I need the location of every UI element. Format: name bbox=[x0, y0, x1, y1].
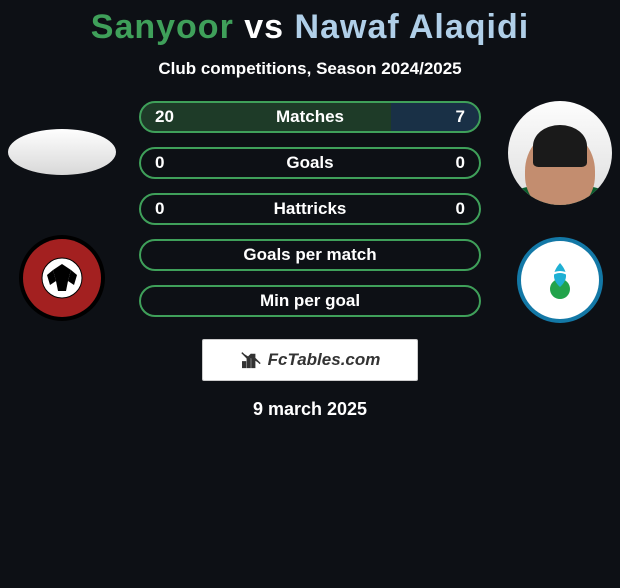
stat-value-right: 0 bbox=[456, 153, 465, 173]
stat-value-left: 0 bbox=[155, 199, 164, 219]
stat-value-left: 0 bbox=[155, 153, 164, 173]
right-column bbox=[508, 101, 612, 323]
player1-photo bbox=[8, 129, 116, 175]
vs-text: vs bbox=[244, 8, 284, 46]
page-title: Sanyoor vs Nawaf Alaqidi bbox=[0, 8, 620, 47]
stat-value-right: 7 bbox=[456, 107, 465, 127]
player2-photo bbox=[508, 101, 612, 205]
watermark-text: FcTables.com bbox=[268, 350, 381, 370]
player1-name: Sanyoor bbox=[91, 8, 234, 46]
subtitle: Club competitions, Season 2024/2025 bbox=[0, 59, 620, 79]
stat-value-left: 20 bbox=[155, 107, 174, 127]
watermark: FcTables.com bbox=[202, 339, 418, 381]
date-text: 9 march 2025 bbox=[0, 399, 620, 420]
stat-label: Matches bbox=[141, 107, 479, 127]
stat-row-matches: 20Matches7 bbox=[139, 101, 481, 133]
stat-value-right: 0 bbox=[456, 199, 465, 219]
stat-label: Min per goal bbox=[141, 291, 479, 311]
club-right-badge bbox=[517, 237, 603, 323]
stat-row-goals-per-match: Goals per match bbox=[139, 239, 481, 271]
club-left-badge bbox=[19, 235, 105, 321]
stat-label: Goals per match bbox=[141, 245, 479, 265]
stat-rows: 20Matches70Goals00Hattricks0Goals per ma… bbox=[139, 101, 481, 317]
left-column bbox=[8, 101, 116, 321]
chart-icon bbox=[240, 349, 262, 371]
player2-name: Nawaf Alaqidi bbox=[295, 8, 530, 46]
stat-row-goals: 0Goals0 bbox=[139, 147, 481, 179]
stat-row-hattricks: 0Hattricks0 bbox=[139, 193, 481, 225]
club-right-icon bbox=[535, 255, 585, 305]
soccer-ball-icon bbox=[41, 257, 83, 299]
stat-row-min-per-goal: Min per goal bbox=[139, 285, 481, 317]
stat-label: Hattricks bbox=[141, 199, 479, 219]
content-area: 20Matches70Goals00Hattricks0Goals per ma… bbox=[0, 101, 620, 420]
stat-label: Goals bbox=[141, 153, 479, 173]
